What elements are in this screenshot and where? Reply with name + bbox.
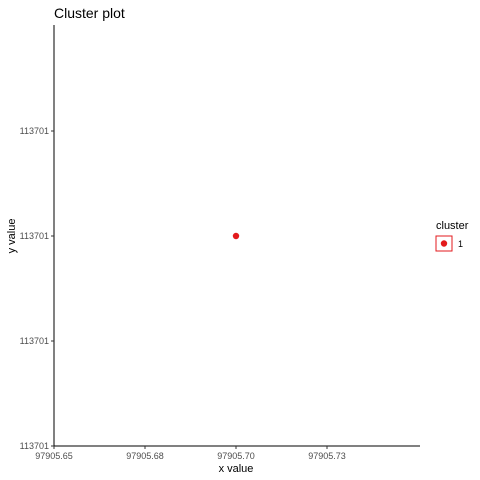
x-tick-label: 97905.65 [35, 451, 73, 461]
x-tick-label: 97905.68 [126, 451, 164, 461]
data-point [232, 232, 240, 240]
x-tick-label: 97905.70 [217, 451, 255, 461]
x-axis-title: x value [219, 463, 254, 475]
legend: cluster 1 [435, 220, 469, 252]
y-tick-label: 113701 [20, 441, 49, 451]
legend-title: cluster [436, 220, 469, 232]
y-tick-label: 113701 [20, 231, 49, 241]
legend-key-point [440, 240, 448, 247]
data-points [232, 232, 240, 240]
x-tick-label: 97905.73 [308, 451, 346, 461]
x-axis-ticks: 97905.65 97905.68 97905.70 97905.73 [35, 446, 346, 461]
y-tick-label: 113701 [20, 336, 49, 346]
y-axis-ticks: 113701 113701 113701 113701 [20, 126, 54, 451]
legend-label: 1 [458, 239, 463, 249]
y-tick-label: 113701 [20, 126, 49, 136]
chart-title: Cluster plot [54, 5, 125, 21]
y-axis-title: y value [6, 219, 18, 254]
